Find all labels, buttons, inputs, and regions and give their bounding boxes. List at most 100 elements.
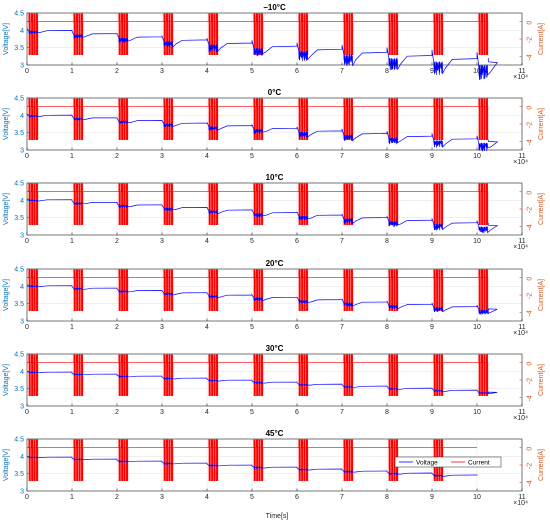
y2-tick-label: -2 [527, 207, 534, 213]
x-tick-label: 9 [430, 409, 434, 416]
y2-axis-label: Current[A] [538, 449, 545, 481]
y2-axis-label: Current[A] [538, 364, 545, 396]
x-tick-label: 9 [430, 324, 434, 331]
x-tick-label: 3 [160, 324, 164, 331]
y-tick-label: 4 [20, 454, 24, 461]
current-series-line [27, 183, 489, 225]
current-series-line [27, 98, 489, 140]
legend-voltage-label: Voltage [416, 460, 438, 467]
plot-frame [26, 268, 523, 322]
x-tick-label: 2 [115, 409, 119, 416]
x-tick-label: 1 [70, 409, 74, 416]
chart-title: −10°C [263, 3, 286, 12]
x-tick-label: 7 [340, 68, 344, 75]
x-tick-label: 1 [70, 324, 74, 331]
y2-tick-label: -4 [527, 310, 534, 316]
x-tick-label: 6 [295, 494, 299, 501]
current-series-line [27, 354, 489, 396]
x-tick-label: 8 [385, 324, 389, 331]
voltage-series-line [26, 455, 478, 478]
y-tick-label: 3 [20, 63, 24, 70]
x-exponent-label: ×10⁴ [513, 330, 528, 337]
y2-axis-label: Current[A] [538, 193, 545, 225]
x-tick-label: 4 [205, 324, 209, 331]
y2-tick-label: -2 [527, 463, 534, 469]
x-tick-label: 6 [295, 324, 299, 331]
y-tick-label: 3 [20, 233, 24, 240]
y2-axis-label: Current[A] [538, 279, 545, 311]
y2-tick-label: -4 [527, 54, 534, 60]
legend-current-label: Current [468, 460, 490, 467]
x-tick-label: 0 [25, 68, 29, 75]
x-tick-label: 6 [295, 238, 299, 245]
x-axis-label: Time[s] [266, 513, 289, 520]
x-exponent-label: ×10⁴ [513, 159, 528, 166]
x-tick-label: 1 [70, 238, 74, 245]
y2-tick-label: -4 [527, 139, 534, 145]
x-tick-label: 3 [160, 238, 164, 245]
x-tick-label: 1 [70, 68, 74, 75]
panels: 0 1 2 3 4 5 6 7 8 9 10 11×10⁴33.544.5Voltage[V]0-2-… [3, 3, 545, 507]
voltage-series-line [26, 370, 498, 395]
x-tick-label: 5 [250, 494, 254, 501]
chart-panel: 0 1 2 3 4 5 6 7 8 9 10 11×10⁴ 3 3.5 4 4.5 Voltage[V] 0 -2 -… [3, 429, 545, 507]
y-tick-label: 3.5 [14, 471, 24, 478]
x-tick-label: 2 [115, 153, 119, 160]
current-series-line [27, 269, 489, 311]
x-tick-label: 10 [473, 324, 481, 331]
voltage-series-line [26, 198, 499, 234]
x-tick-label: 7 [340, 324, 344, 331]
y-tick-label: 3 [20, 404, 24, 411]
voltage-series-line [26, 113, 499, 152]
x-tick-label: 11 [518, 153, 525, 160]
x-tick-label: 11 [518, 409, 525, 416]
y-tick-label: 3 [20, 148, 24, 155]
x-tick-label: 2 [115, 324, 119, 331]
x-tick-label: 2 [115, 494, 119, 501]
x-tick-label: 8 [385, 153, 389, 160]
y-tick-label: 4.5 [14, 181, 24, 188]
y-tick-label: 3.5 [14, 45, 24, 52]
y-axis-label: Voltage[V] [3, 193, 10, 225]
x-tick-label: 7 [340, 238, 344, 245]
legend-box [394, 456, 502, 468]
x-tick-label: 10 [473, 153, 481, 160]
chart-title: 0°C [268, 88, 282, 97]
x-tick-label: 0 [25, 409, 29, 416]
x-tick-label: 4 [205, 238, 209, 245]
y-tick-label: 3 [20, 319, 24, 326]
y-axis-label: Voltage[V] [3, 449, 10, 481]
y2-tick-label: -4 [527, 224, 534, 230]
x-tick-label: 1 [70, 494, 74, 501]
plot-frame [26, 12, 523, 66]
y-tick-label: 4 [20, 198, 24, 205]
y-tick-label: 4.5 [14, 96, 24, 103]
x-tick-label: 7 [340, 409, 344, 416]
y-tick-label: 4 [20, 113, 24, 120]
chart-panel: 0 1 2 3 4 5 6 7 8 9 10 11×10⁴ 3 3.5 4 4.5 Voltage[V] 0 -2 -… [3, 88, 545, 166]
y-tick-label: 4 [20, 284, 24, 291]
x-tick-label: 4 [205, 409, 209, 416]
x-tick-label: 5 [250, 409, 254, 416]
plot-frame [26, 182, 523, 236]
x-tick-label: 3 [160, 68, 164, 75]
y-tick-label: 3.5 [14, 301, 24, 308]
x-tick-label: 10 [473, 494, 481, 501]
y-tick-label: 4.5 [14, 437, 24, 444]
x-tick-label: 4 [205, 494, 209, 501]
x-exponent-label: ×10⁴ [513, 415, 528, 422]
x-tick-label: 10 [473, 68, 481, 75]
x-tick-label: 7 [340, 153, 344, 160]
y-tick-label: 4.5 [14, 352, 24, 359]
x-exponent-label: ×10⁴ [513, 500, 528, 507]
x-tick-label: 3 [160, 409, 164, 416]
y-axis-label: Voltage[V] [3, 108, 10, 140]
x-tick-label: 7 [340, 494, 344, 501]
current-series-line [27, 439, 477, 481]
x-tick-label: 9 [430, 494, 434, 501]
plot-frame [26, 353, 523, 407]
y-axis-label: Voltage[V] [3, 23, 10, 55]
chart-panel: 0 1 2 3 4 5 6 7 8 9 10 11×10⁴ 3 3.5 4 4.5 Voltage[V] 0 -2 -… [3, 344, 545, 422]
x-tick-label: 0 [25, 324, 29, 331]
